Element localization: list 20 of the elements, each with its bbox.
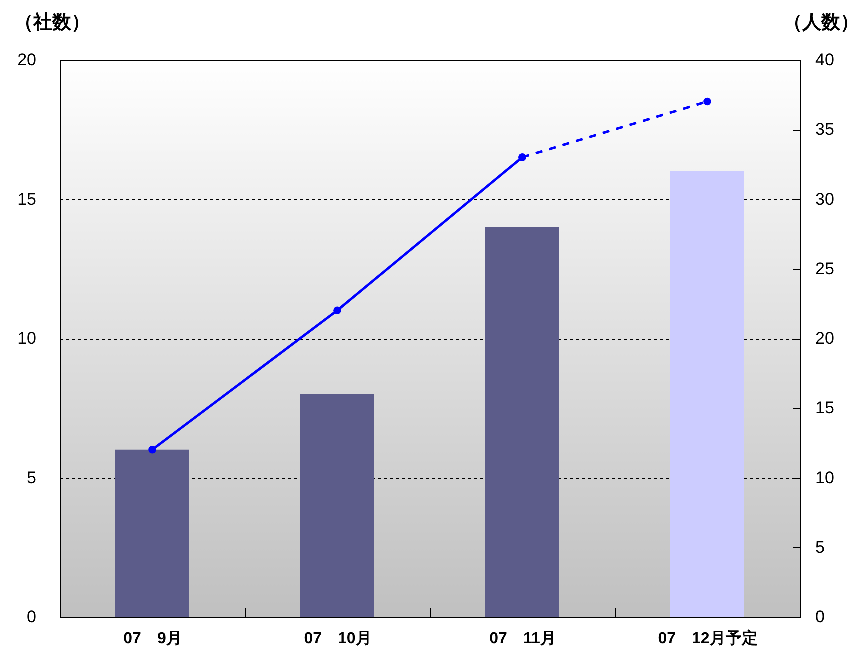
y2-tick-label: 10 bbox=[816, 468, 834, 488]
y2-tick-label: 5 bbox=[816, 538, 825, 557]
y2-tick-label: 40 bbox=[816, 50, 834, 70]
y-tick-label: 0 bbox=[27, 608, 36, 626]
x-tick-label: 07 11月 bbox=[490, 630, 556, 648]
y2-axis-title: （人数） bbox=[784, 12, 860, 34]
y2-tick-label: 0 bbox=[816, 608, 825, 626]
y-tick-label: 5 bbox=[27, 468, 36, 488]
x-tick-label: 07 10月 bbox=[304, 630, 372, 648]
y2-tick-label: 15 bbox=[816, 398, 834, 418]
y2-tick-label: 30 bbox=[816, 190, 834, 209]
y2-tick-label: 20 bbox=[816, 329, 834, 348]
y2-tick-label: 35 bbox=[816, 120, 834, 140]
y-axis-title: （社数） bbox=[14, 12, 90, 34]
x-tick-label: 07 12月予定 bbox=[658, 630, 758, 648]
y2-tick-label: 25 bbox=[816, 259, 834, 278]
y-tick-label: 10 bbox=[18, 329, 36, 348]
y-tick-label: 20 bbox=[18, 50, 36, 70]
x-tick-label: 07 9月 bbox=[124, 630, 182, 648]
y-tick-label: 15 bbox=[18, 190, 36, 209]
